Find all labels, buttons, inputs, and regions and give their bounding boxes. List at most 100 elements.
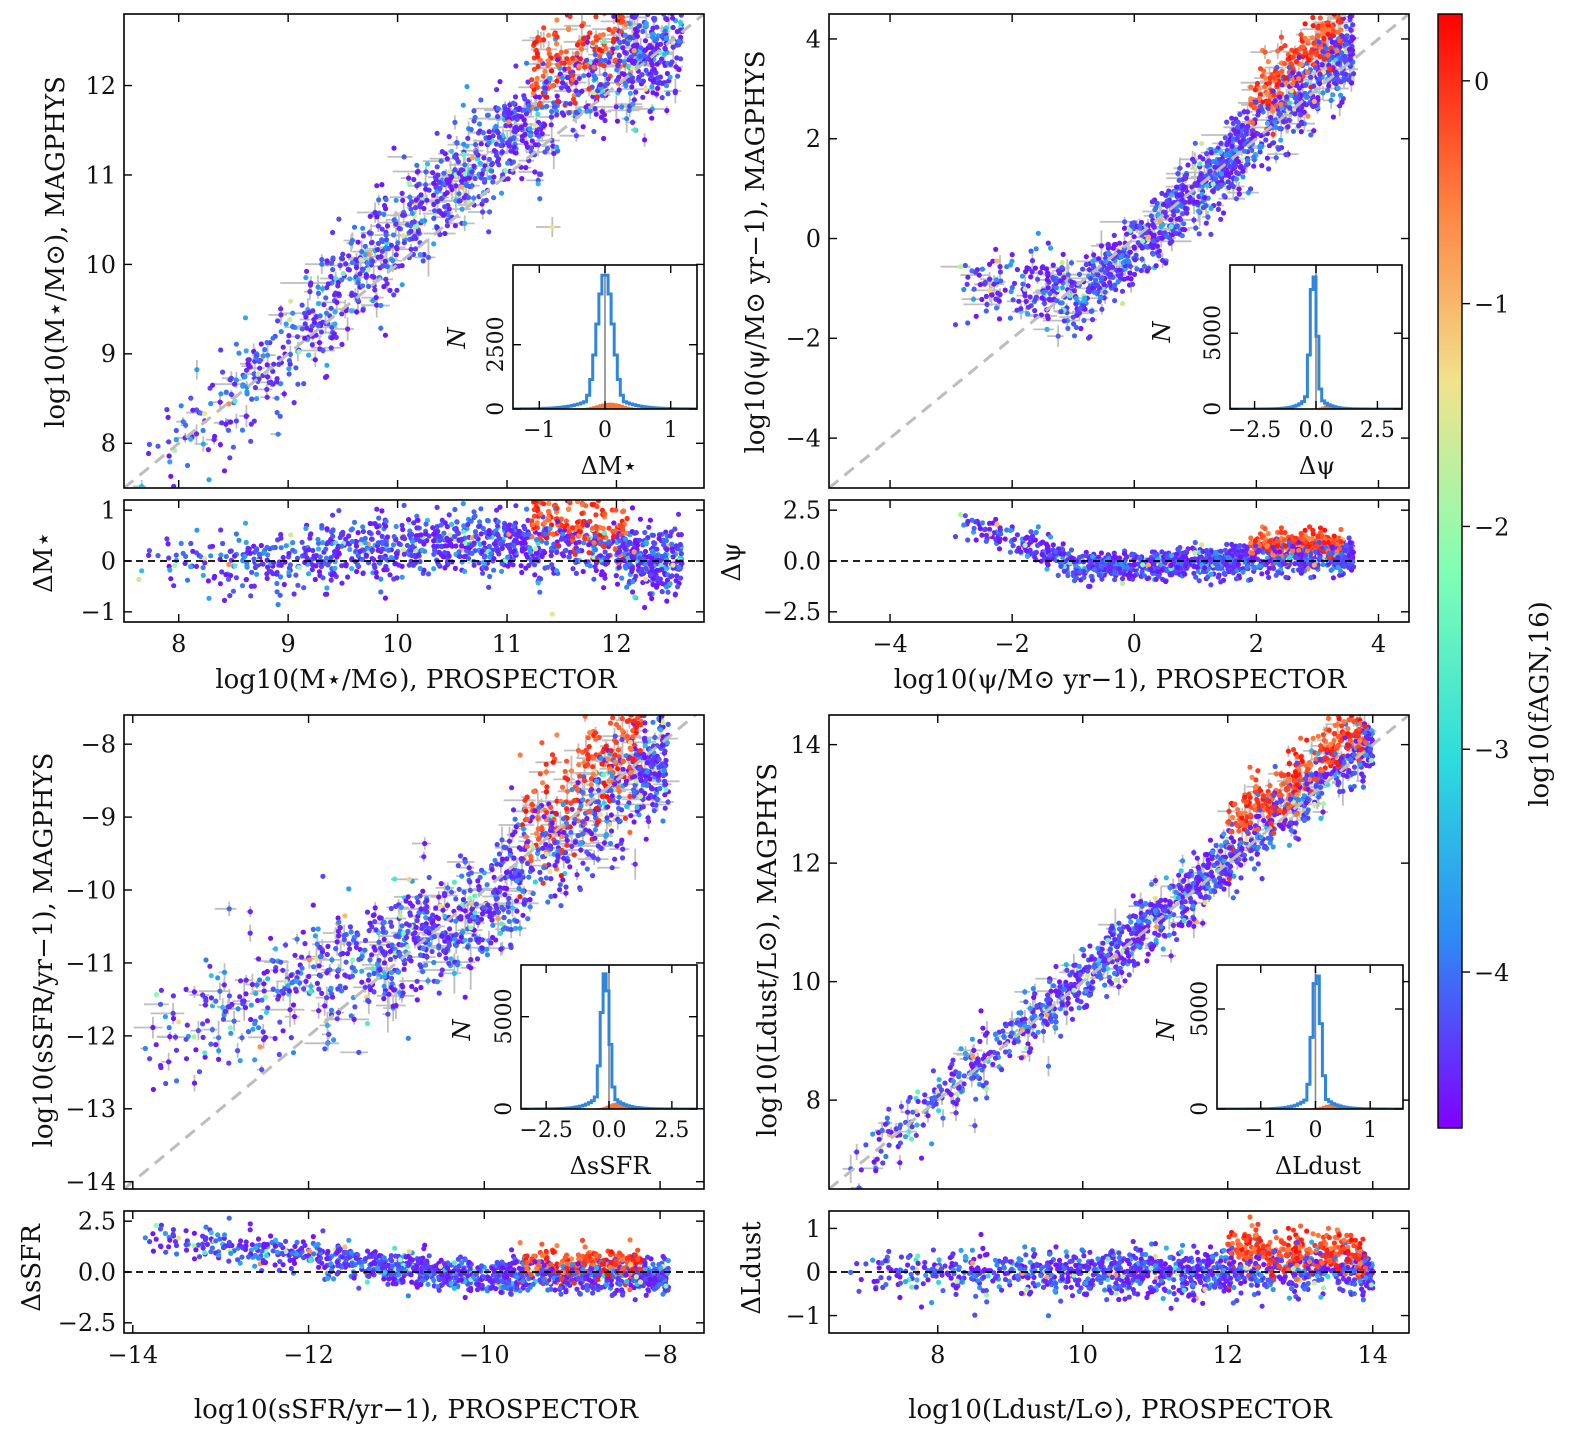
mstar-point [401,154,407,160]
sfr-point [1290,70,1296,76]
mstar-point [366,283,372,289]
mstar-residual-point [491,541,497,547]
mstar-residual-point [202,560,208,566]
sfr-point [1283,152,1289,158]
sfr-point [1310,23,1316,29]
mstar-point [478,97,484,103]
sfr-point [1343,23,1349,29]
mstar-residual-point [306,547,312,553]
mstar-point [631,48,637,54]
mstar-point [223,421,229,427]
mstar-residual-point [580,519,587,525]
mstar-residual-point [548,553,554,559]
mstar-point [315,290,322,296]
mstar-point [208,401,214,407]
mstar-residual-point [555,542,561,548]
mstar-residual-point [453,543,459,549]
sfr-point [1065,272,1071,278]
mstar-residual-point [597,532,603,538]
sfr-point [1008,289,1014,295]
mstar-point [462,171,468,177]
mstar-residual-point [633,530,639,536]
mstar-point [358,257,364,263]
mstar-point [328,305,334,311]
mstar-point [642,137,648,143]
mstar-residual-ytick-label: 1 [101,497,116,525]
sfr-point [1156,253,1162,259]
mstar-point [601,135,607,142]
mstar-point [546,51,552,57]
sfr-point [1016,298,1022,304]
sfr-point [1071,333,1078,339]
mstar-point [393,252,399,258]
mstar-residual-point [640,570,647,577]
mstar-residual-point [586,542,592,548]
mstar-point [399,190,405,196]
mstar-point [543,79,549,85]
mstar-residual-point [662,552,668,558]
mstar-point [194,367,200,373]
mstar-residual-point [293,572,299,578]
mstar-point [413,205,419,211]
sfr-point [990,258,996,264]
mstar-point [365,260,371,266]
mstar-main-ytick-label: 11 [85,161,116,189]
mstar-residual-point [155,553,161,559]
mstar-residual-point [164,536,170,542]
mstar-residual-point [393,550,399,556]
mstar-residual-point [654,546,660,552]
mstar-point [659,80,666,86]
mstar-point [546,32,552,38]
sfr-point [1347,14,1353,20]
sfr-point [1208,150,1215,156]
mstar-residual-point [337,534,343,541]
mstar-point [198,410,204,416]
mstar-point [511,144,517,150]
mstar-point [418,192,424,198]
mstar-inset-xlabel: ΔM⋆ [581,452,638,480]
mstar-point [654,61,660,67]
mstar-point [672,90,678,96]
mstar-point [471,195,477,201]
sfr-point [1073,295,1079,302]
sfr-point [1335,61,1341,67]
sfr-point [1273,103,1279,109]
sfr-point [1287,100,1293,106]
sfr-point [1224,119,1230,125]
mstar-point [411,176,417,183]
sfr-point [1134,266,1140,272]
sfr-point [1276,146,1282,152]
mstar-point [590,40,596,46]
mstar-point [339,341,345,347]
sfr-residual-point [1208,582,1214,588]
sfr-point [1044,326,1050,332]
sfr-point [1195,208,1202,214]
mstar-residual-point [491,567,497,573]
mstar-point [339,256,346,262]
mstar-point [271,361,277,367]
sfr-point [1293,59,1299,65]
mstar-point [592,52,598,58]
sfr-point [1023,269,1029,275]
sfr-point [1154,200,1160,206]
mstar-residual-point [594,503,600,510]
sfr-point [1228,170,1234,176]
sfr-point [1053,285,1059,291]
mstar-point [619,14,626,20]
mstar-point [573,133,580,139]
mstar-residual-point [667,533,673,539]
mstar-point [494,128,500,134]
mstar-residual-point [606,539,612,545]
mstar-residual-point [194,527,200,533]
sfr-point [1335,85,1341,91]
sfr-point [993,246,999,252]
mstar-residual-point [266,568,272,574]
sfr-point [1332,42,1339,48]
mstar-residual-point [621,558,627,564]
sfr-point [1259,99,1265,105]
mstar-point [243,367,250,373]
mstar-residual-point [217,581,223,587]
mstar-point [413,223,420,229]
mstar-point [458,184,464,190]
